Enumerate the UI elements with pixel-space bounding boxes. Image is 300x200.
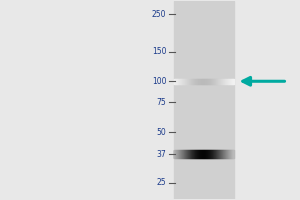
Text: 100: 100	[152, 77, 167, 86]
Bar	[174, 1, 234, 199]
Text: 25: 25	[157, 178, 166, 187]
Text: 75: 75	[157, 98, 166, 107]
Text: 150: 150	[152, 47, 167, 56]
Text: 37: 37	[157, 150, 166, 159]
Text: 250: 250	[152, 10, 167, 19]
Text: 50: 50	[157, 128, 166, 137]
